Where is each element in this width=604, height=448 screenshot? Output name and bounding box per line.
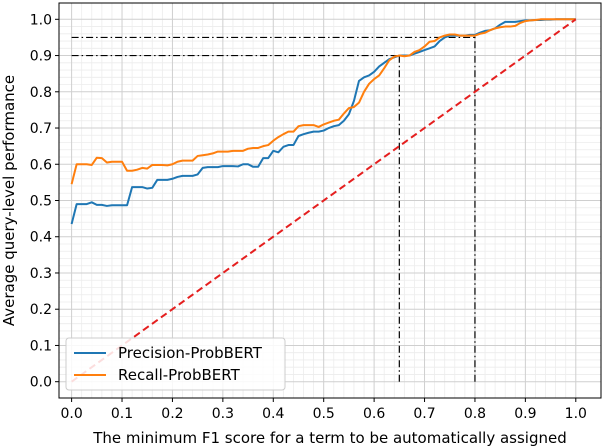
y-axis-title: Average query-level performance <box>0 75 18 326</box>
y-tick-label: 0.5 <box>30 194 52 210</box>
legend: Precision-ProbBERT Recall-ProbBERT <box>65 337 286 391</box>
y-tick-label: 0.4 <box>30 230 52 246</box>
y-tick-label: 0.2 <box>30 302 52 318</box>
y-tick-label: 0.3 <box>30 266 52 282</box>
x-tick-label: 1.0 <box>565 406 587 422</box>
legend-label: Recall-ProbBERT <box>118 366 241 384</box>
y-tick-label: 1.0 <box>30 12 52 28</box>
legend-box <box>65 337 286 391</box>
x-tick-label: 0.3 <box>212 406 234 422</box>
y-tick-label: 0.1 <box>30 338 52 354</box>
x-axis-title: The minimum F1 score for a term to be au… <box>92 429 567 447</box>
y-tick-label: 0.6 <box>30 157 52 173</box>
x-tick-label: 0.2 <box>161 406 183 422</box>
x-tick-label: 0.6 <box>363 406 385 422</box>
y-tick-label: 0.0 <box>30 375 52 391</box>
x-tick-label: 0.4 <box>262 406 284 422</box>
x-tick-label: 0.7 <box>413 406 435 422</box>
x-tick-label: 0.0 <box>60 406 82 422</box>
y-tick-label: 0.8 <box>30 85 52 101</box>
axis-ticks: 0.0 0.1 0.2 0.3 0.4 0.5 0.6 0.7 0.8 0.9 1.0 0.0 0.1 0… <box>30 12 587 422</box>
series-line-recall-probbert <box>70 18 576 185</box>
legend-label: Precision-ProbBERT <box>118 344 263 362</box>
x-tick-label: 0.5 <box>313 406 335 422</box>
reference-lines <box>71 35 476 382</box>
x-tick-label: 0.8 <box>464 406 486 422</box>
y-tick-label: 0.9 <box>30 49 52 65</box>
x-tick-label: 0.1 <box>111 406 133 422</box>
series-layer <box>70 18 577 383</box>
y-tick-label: 0.7 <box>30 121 52 137</box>
series-line-diagonal <box>71 18 577 383</box>
x-tick-label: 0.9 <box>514 406 536 422</box>
